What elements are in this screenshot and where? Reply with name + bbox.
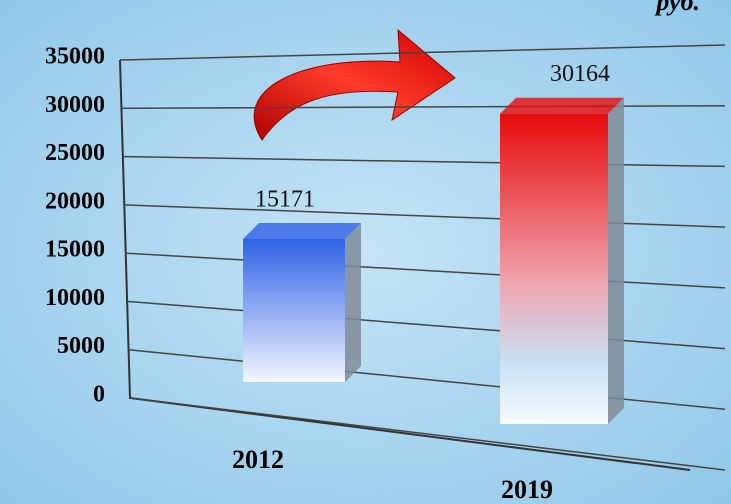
grid-line [128,348,726,411]
y-tick-label: 35000 [45,44,105,70]
grid-line [124,204,726,228]
grid-line [125,252,726,289]
y-tick-label: 0 [93,382,105,408]
x-tick-label: 2012 [232,445,284,474]
value-label: 15171 [255,186,315,212]
y-tick-label: 15000 [45,237,105,263]
x-tick-label: 2019 [501,475,553,504]
grid-line [119,44,726,61]
bar [500,113,608,425]
bar-side [345,222,361,382]
bar [243,238,345,382]
bar-side [608,97,624,425]
grid-line [127,300,726,350]
value-label: 30164 [550,61,610,87]
grid-line [121,104,726,110]
grid-line [129,397,726,471]
unit-label: руб. [654,0,700,16]
y-tick-label: 10000 [45,285,105,311]
bar-top [500,97,624,114]
y-tick-label: 30000 [45,92,105,118]
y-tick-label: 5000 [57,333,105,359]
y-tick-label: 25000 [45,140,105,166]
trend-arrow [253,28,456,141]
bar-top [243,222,361,239]
grid-line [122,155,726,168]
y-tick-label: 20000 [45,188,105,214]
